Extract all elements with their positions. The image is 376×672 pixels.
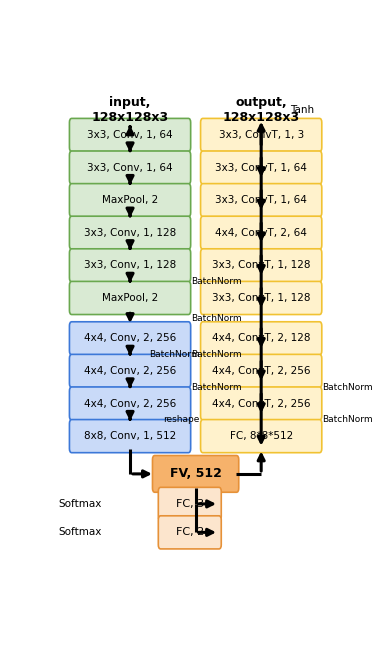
Text: 3x3, Conv, 1, 128: 3x3, Conv, 1, 128 bbox=[84, 260, 176, 270]
Text: BatchNorm: BatchNorm bbox=[322, 383, 373, 392]
Text: BatchNorm: BatchNorm bbox=[191, 350, 242, 359]
Text: 3x3, ConvT, 1, 128: 3x3, ConvT, 1, 128 bbox=[212, 293, 311, 303]
FancyBboxPatch shape bbox=[153, 456, 239, 493]
FancyBboxPatch shape bbox=[70, 216, 191, 249]
Text: 3x3, Conv, 1, 64: 3x3, Conv, 1, 64 bbox=[87, 130, 173, 140]
FancyBboxPatch shape bbox=[200, 322, 322, 355]
Text: BatchNorm: BatchNorm bbox=[191, 314, 242, 323]
FancyBboxPatch shape bbox=[200, 419, 322, 453]
FancyBboxPatch shape bbox=[70, 183, 191, 217]
Text: 4x4, ConvT, 2, 128: 4x4, ConvT, 2, 128 bbox=[212, 333, 311, 343]
Text: 3x3, ConvT, 1, 128: 3x3, ConvT, 1, 128 bbox=[212, 260, 311, 270]
Text: 4x4, Conv, 2, 256: 4x4, Conv, 2, 256 bbox=[84, 366, 176, 376]
FancyBboxPatch shape bbox=[70, 419, 191, 453]
FancyBboxPatch shape bbox=[200, 216, 322, 249]
Text: 4x4, Conv, 2, 256: 4x4, Conv, 2, 256 bbox=[84, 398, 176, 409]
Text: FC, 8*8*512: FC, 8*8*512 bbox=[230, 431, 293, 441]
FancyBboxPatch shape bbox=[70, 354, 191, 388]
Text: FC, 2: FC, 2 bbox=[176, 528, 204, 538]
Text: Softmax: Softmax bbox=[59, 528, 102, 538]
FancyBboxPatch shape bbox=[70, 282, 191, 314]
FancyBboxPatch shape bbox=[200, 151, 322, 184]
Text: FV, 512: FV, 512 bbox=[170, 468, 221, 480]
Text: MaxPool, 2: MaxPool, 2 bbox=[102, 195, 158, 205]
FancyBboxPatch shape bbox=[200, 183, 322, 217]
FancyBboxPatch shape bbox=[200, 387, 322, 420]
Text: BatchNorm: BatchNorm bbox=[191, 277, 242, 286]
Text: 4x4, Conv, 2, 256: 4x4, Conv, 2, 256 bbox=[84, 333, 176, 343]
Text: Tanh: Tanh bbox=[290, 105, 314, 115]
FancyBboxPatch shape bbox=[70, 151, 191, 184]
FancyBboxPatch shape bbox=[158, 487, 221, 520]
FancyBboxPatch shape bbox=[70, 387, 191, 420]
Text: 3x3, ConvT, 1, 3: 3x3, ConvT, 1, 3 bbox=[218, 130, 304, 140]
Text: output,
128x128x3: output, 128x128x3 bbox=[223, 96, 300, 124]
FancyBboxPatch shape bbox=[70, 118, 191, 151]
Text: 4x4, ConvT, 2, 64: 4x4, ConvT, 2, 64 bbox=[215, 228, 307, 238]
Text: FC, 3: FC, 3 bbox=[176, 499, 204, 509]
Text: MaxPool, 2: MaxPool, 2 bbox=[102, 293, 158, 303]
FancyBboxPatch shape bbox=[200, 282, 322, 314]
Text: 4x4, ConvT, 2, 256: 4x4, ConvT, 2, 256 bbox=[212, 366, 311, 376]
Text: BatchNorm: BatchNorm bbox=[191, 383, 242, 392]
FancyBboxPatch shape bbox=[158, 516, 221, 549]
FancyBboxPatch shape bbox=[200, 249, 322, 282]
Text: 3x3, Conv, 1, 128: 3x3, Conv, 1, 128 bbox=[84, 228, 176, 238]
FancyBboxPatch shape bbox=[70, 322, 191, 355]
Text: 3x3, Conv, 1, 64: 3x3, Conv, 1, 64 bbox=[87, 163, 173, 173]
Text: BatchNorm: BatchNorm bbox=[322, 415, 373, 424]
FancyBboxPatch shape bbox=[200, 354, 322, 388]
Text: 3x3, ConvT, 1, 64: 3x3, ConvT, 1, 64 bbox=[215, 195, 307, 205]
Text: 3x3, ConvT, 1, 64: 3x3, ConvT, 1, 64 bbox=[215, 163, 307, 173]
Text: reshape: reshape bbox=[164, 415, 200, 424]
Text: BatchNorm: BatchNorm bbox=[149, 350, 200, 359]
Text: Softmax: Softmax bbox=[59, 499, 102, 509]
Text: 4x4, ConvT, 2, 256: 4x4, ConvT, 2, 256 bbox=[212, 398, 311, 409]
Text: input,
128x128x3: input, 128x128x3 bbox=[91, 96, 168, 124]
FancyBboxPatch shape bbox=[200, 118, 322, 151]
FancyBboxPatch shape bbox=[70, 249, 191, 282]
Text: 8x8, Conv, 1, 512: 8x8, Conv, 1, 512 bbox=[84, 431, 176, 441]
